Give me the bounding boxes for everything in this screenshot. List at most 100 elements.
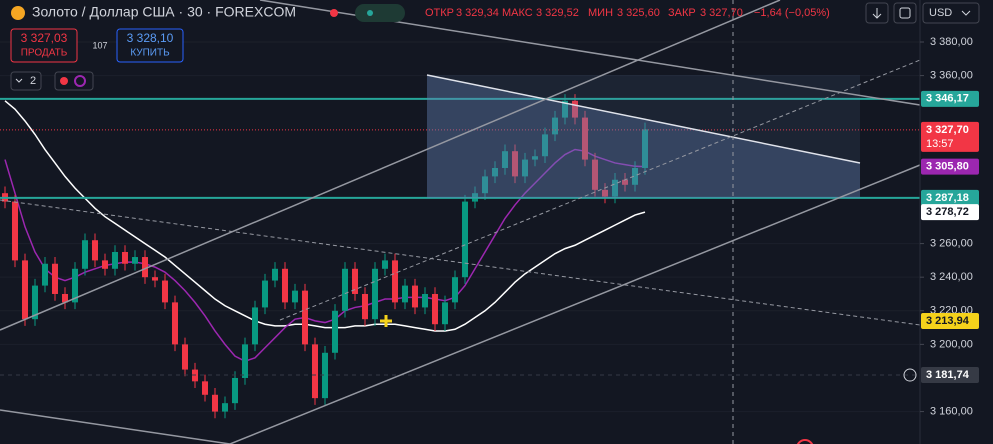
ohlc-value: 3 325,60 bbox=[617, 7, 660, 19]
countdown: 13:57 bbox=[926, 138, 954, 150]
candle-body bbox=[242, 344, 248, 378]
candle-body bbox=[392, 260, 398, 303]
price-badge-label: 3 305,80 bbox=[926, 161, 969, 173]
candle-body bbox=[462, 201, 468, 278]
channel-line bbox=[0, 0, 781, 331]
candle-body bbox=[262, 280, 268, 308]
symbol-icon bbox=[11, 6, 25, 20]
candle-body bbox=[532, 156, 538, 160]
candle-body bbox=[412, 285, 418, 308]
candle-body bbox=[132, 257, 138, 264]
price-badge bbox=[921, 158, 979, 175]
candle-body bbox=[92, 240, 98, 261]
candle-body bbox=[382, 260, 388, 269]
symbol-title[interactable]: Золото / Доллар США · 30 · FOREXCOM bbox=[32, 4, 296, 20]
trend-line bbox=[426, 74, 861, 164]
candle-body bbox=[152, 277, 158, 281]
candle-body bbox=[372, 268, 378, 320]
axis-labels: 3 380,003 360,003 260,003 240,003 220,00… bbox=[903, 36, 979, 417]
price-badge bbox=[921, 90, 979, 107]
candle-body bbox=[292, 290, 298, 303]
channel-line bbox=[229, 164, 921, 444]
dashed-line bbox=[0, 199, 921, 326]
candle-body bbox=[502, 151, 508, 168]
currency: USD bbox=[929, 7, 952, 19]
currency-select[interactable] bbox=[922, 2, 980, 24]
candle-body bbox=[492, 167, 498, 177]
candle-body bbox=[12, 201, 18, 261]
candle-body bbox=[332, 310, 338, 353]
candle-body bbox=[82, 240, 88, 269]
candle-body bbox=[642, 129, 648, 168]
candle-body bbox=[232, 377, 238, 404]
price-badge-label: 3 327,70 bbox=[926, 124, 969, 136]
price-badge bbox=[921, 121, 979, 152]
candle-body bbox=[42, 263, 48, 286]
triangle-fill bbox=[427, 75, 860, 198]
candle-body bbox=[172, 302, 178, 345]
candle-body bbox=[52, 263, 58, 294]
moving-average bbox=[4, 100, 646, 332]
indicators-toggle[interactable] bbox=[10, 71, 42, 91]
indicator-count: 2 bbox=[30, 75, 36, 87]
candle-body bbox=[612, 179, 618, 197]
candle-body bbox=[362, 293, 368, 320]
ohlc-label: МАКС bbox=[502, 7, 533, 19]
candle-body bbox=[592, 159, 598, 190]
spread: 107 bbox=[92, 40, 107, 50]
y-tick-label: 3 160,00 bbox=[930, 405, 973, 417]
candle-body bbox=[602, 189, 608, 197]
y-tick-label: 3 260,00 bbox=[930, 237, 973, 249]
candle-body bbox=[72, 268, 78, 303]
candle-body bbox=[112, 251, 118, 269]
candle-body bbox=[302, 290, 308, 345]
market-status[interactable] bbox=[355, 4, 405, 22]
candle-body bbox=[322, 352, 328, 399]
ohlc-label: ЗАКР bbox=[668, 7, 696, 19]
cursor-cross bbox=[380, 315, 392, 327]
status-dot bbox=[367, 10, 373, 16]
fullscreen-button[interactable] bbox=[893, 2, 917, 24]
download-button[interactable] bbox=[865, 2, 889, 24]
sell-label: ПРОДАТЬ bbox=[21, 48, 68, 59]
ohlc-value: 3 329,34 bbox=[456, 7, 499, 19]
candle-body bbox=[352, 268, 358, 294]
reload-icon bbox=[74, 75, 86, 87]
plot bbox=[0, 41, 920, 419]
candle-body bbox=[432, 293, 438, 325]
candle-body bbox=[522, 159, 528, 177]
price-badge-label: 3 278,72 bbox=[926, 206, 969, 218]
buy-button[interactable] bbox=[116, 28, 184, 63]
y-tick-label: 3 240,00 bbox=[930, 271, 973, 283]
y-tick-label: 3 360,00 bbox=[930, 70, 973, 82]
candle-body bbox=[632, 167, 638, 185]
candle-body bbox=[32, 285, 38, 320]
price-badge-label: 3 213,94 bbox=[926, 315, 970, 327]
candle-body bbox=[162, 280, 168, 303]
candle-body bbox=[252, 307, 258, 345]
candle-body bbox=[62, 293, 68, 303]
candle-body bbox=[102, 260, 108, 269]
price-badge-label: 3 181,74 bbox=[926, 369, 970, 381]
rectangle bbox=[427, 75, 860, 198]
channel-mid bbox=[279, 59, 921, 321]
candle-body bbox=[562, 100, 568, 118]
sell-button[interactable] bbox=[10, 28, 78, 63]
candle-body bbox=[212, 394, 218, 412]
price-badge-label: 3 287,18 bbox=[926, 192, 969, 204]
y-tick-label: 3 200,00 bbox=[930, 338, 973, 350]
candle-body bbox=[122, 251, 128, 264]
crosshair-plus bbox=[903, 368, 917, 382]
candle-body bbox=[142, 257, 148, 278]
candle-body bbox=[582, 117, 588, 160]
candle-body bbox=[442, 302, 448, 325]
candle-body bbox=[272, 268, 278, 281]
candle-body bbox=[482, 176, 488, 194]
price-badge bbox=[921, 204, 979, 221]
candle-body bbox=[452, 277, 458, 303]
price-badge bbox=[921, 189, 979, 206]
price-badge bbox=[921, 367, 979, 384]
candle-body bbox=[182, 344, 188, 370]
